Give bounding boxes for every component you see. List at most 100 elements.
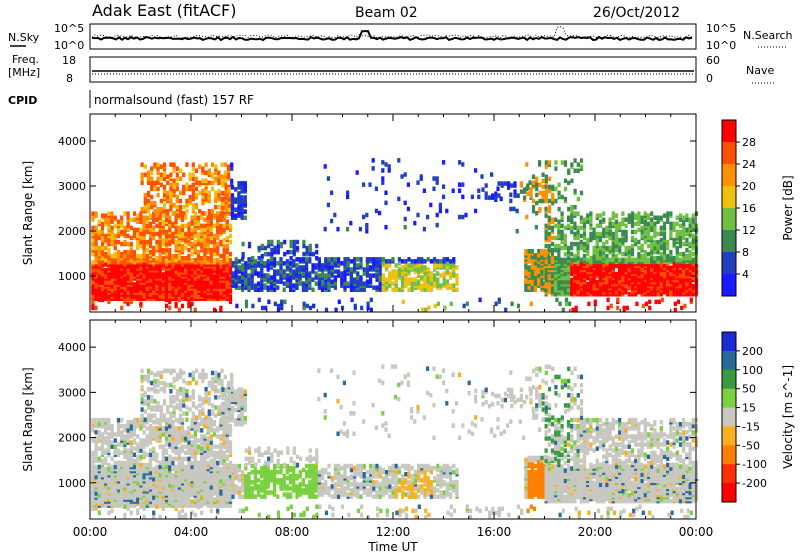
range-cell bbox=[107, 286, 111, 291]
range-cell bbox=[191, 162, 195, 167]
range-cell bbox=[378, 257, 382, 262]
range-cell bbox=[662, 256, 667, 261]
range-cell bbox=[295, 257, 299, 262]
range-cell bbox=[544, 206, 548, 212]
range-cell bbox=[391, 281, 395, 286]
range-cell bbox=[544, 213, 548, 218]
range-cell bbox=[438, 208, 442, 214]
range-cell bbox=[477, 194, 481, 200]
range-cell bbox=[563, 186, 568, 192]
freq-left-label-1: Freq. bbox=[12, 53, 39, 66]
range-cell bbox=[161, 241, 165, 247]
range-cell bbox=[159, 176, 163, 182]
range-cell bbox=[172, 168, 176, 173]
range-cell bbox=[659, 256, 663, 261]
range-cell bbox=[678, 229, 683, 235]
range-cell bbox=[436, 271, 440, 276]
range-cell bbox=[622, 305, 626, 311]
range-cell bbox=[598, 231, 603, 237]
range-cell bbox=[204, 162, 208, 167]
range-cell bbox=[579, 225, 583, 231]
range-cell bbox=[333, 269, 337, 274]
range-cell bbox=[662, 213, 667, 218]
range-cell bbox=[510, 183, 514, 188]
range-cell bbox=[279, 241, 284, 247]
range-cell bbox=[140, 180, 144, 186]
range-cell bbox=[481, 187, 485, 192]
range-cell bbox=[685, 231, 689, 237]
range-cell bbox=[579, 219, 583, 224]
range-cell bbox=[191, 188, 195, 194]
range-cell bbox=[541, 172, 545, 177]
range-cell bbox=[223, 174, 227, 179]
range-cell bbox=[683, 303, 687, 309]
range-cell bbox=[148, 221, 153, 227]
range-cell bbox=[611, 292, 615, 297]
range-cell bbox=[529, 187, 533, 192]
range-cell bbox=[685, 237, 689, 243]
range-cell bbox=[305, 245, 309, 251]
range-cell bbox=[196, 231, 201, 237]
range-cell bbox=[216, 241, 220, 247]
range-cell bbox=[285, 281, 289, 286]
range-cell bbox=[110, 233, 114, 239]
range-cell bbox=[120, 223, 124, 229]
range-cell bbox=[334, 307, 338, 313]
range-cell bbox=[436, 301, 441, 307]
range-cell bbox=[372, 273, 376, 278]
range-cell bbox=[228, 239, 233, 245]
range-cell bbox=[582, 253, 587, 259]
range-cell bbox=[230, 211, 235, 216]
range-cell bbox=[168, 464, 172, 470]
range-cell bbox=[538, 182, 542, 188]
range-cell bbox=[164, 241, 169, 247]
range-cell bbox=[311, 267, 315, 272]
range-cell bbox=[381, 277, 385, 282]
range-cell bbox=[374, 186, 378, 191]
range-cell bbox=[544, 188, 548, 194]
range-cell bbox=[650, 245, 654, 251]
range-cell bbox=[305, 303, 309, 309]
range-cell bbox=[685, 253, 689, 259]
range-cell bbox=[152, 231, 156, 237]
range-cell bbox=[203, 233, 207, 239]
range-cell bbox=[624, 257, 628, 263]
range-cell bbox=[656, 245, 660, 251]
range-cell bbox=[153, 208, 157, 214]
range-cell bbox=[563, 160, 568, 165]
range-cell bbox=[91, 241, 95, 247]
range-cell bbox=[547, 243, 551, 249]
range-cell bbox=[180, 303, 185, 309]
range-cell bbox=[104, 268, 108, 273]
range-cell bbox=[669, 257, 673, 263]
range-cell bbox=[407, 257, 411, 262]
range-cell bbox=[91, 464, 95, 470]
range-cell bbox=[595, 231, 599, 237]
range-cell bbox=[243, 195, 247, 200]
range-cell bbox=[531, 198, 536, 204]
range-cell bbox=[203, 493, 207, 498]
range-cell bbox=[611, 256, 615, 261]
range-cell bbox=[174, 225, 178, 231]
range-cell bbox=[666, 215, 670, 220]
range-cell bbox=[586, 219, 590, 224]
range-cell bbox=[305, 257, 309, 262]
range-cell bbox=[201, 166, 205, 171]
range-cell bbox=[445, 265, 449, 270]
range-cell bbox=[567, 168, 571, 173]
range-cell bbox=[168, 251, 172, 257]
range-cell bbox=[675, 221, 679, 227]
range-cell bbox=[611, 235, 615, 241]
noise-sky-trace bbox=[91, 30, 693, 42]
range-cell bbox=[643, 237, 647, 243]
range-cell bbox=[152, 225, 156, 231]
range-cell bbox=[180, 256, 185, 261]
range-cell bbox=[527, 249, 531, 254]
range-cell bbox=[298, 281, 302, 286]
range-cell bbox=[200, 213, 204, 218]
range-cell bbox=[104, 233, 108, 239]
range-cell bbox=[691, 217, 695, 222]
range-cell bbox=[573, 188, 577, 194]
range-cell bbox=[564, 297, 569, 303]
noise-search-trace bbox=[91, 25, 693, 39]
